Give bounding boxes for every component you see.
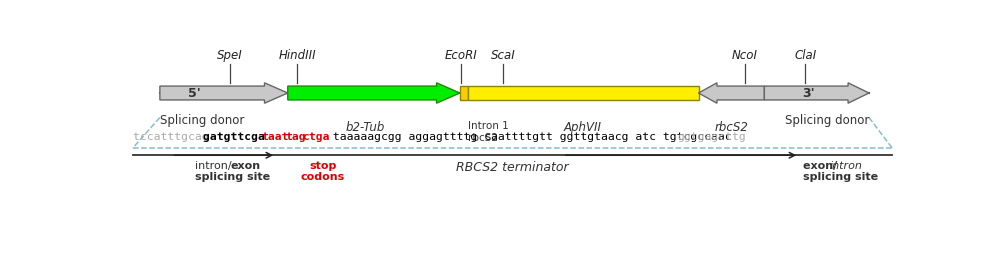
Text: Intron 1
rbcS2: Intron 1 rbcS2 [468, 121, 509, 143]
Text: b2-Tub: b2-Tub [346, 121, 385, 134]
Text: Splicing donor: Splicing donor [785, 114, 869, 127]
Text: ctga: ctga [302, 132, 330, 142]
Polygon shape [698, 83, 764, 103]
Text: NcoI: NcoI [732, 49, 758, 63]
Bar [460, 86, 468, 100]
Text: 3': 3' [802, 86, 815, 100]
Text: SpeI: SpeI [217, 49, 242, 63]
Text: stop: stop [309, 161, 336, 171]
Bar [468, 86, 698, 100]
Text: taat: taat [261, 132, 289, 142]
Text: splicing site: splicing site [195, 171, 270, 182]
Text: ClaI: ClaI [794, 49, 817, 63]
Text: 5': 5' [188, 86, 201, 100]
Text: exon: exon [231, 161, 261, 171]
Text: splicing site: splicing site [803, 171, 878, 182]
Polygon shape [764, 83, 869, 103]
Text: RBCS2 terminator: RBCS2 terminator [456, 161, 569, 174]
Text: intron: intron [830, 161, 863, 171]
Text: Splicing donor: Splicing donor [160, 114, 244, 127]
Text: gatgttcga: gatgttcga [203, 132, 272, 142]
Text: taaaaagcgg aggagttttg caattttgtt ggttgtaacg atc tgtcgccaac: taaaaagcgg aggagttttg caattttgtt ggttgta… [326, 132, 738, 142]
Text: tag: tag [285, 132, 306, 142]
Text: ggtgagcttg: ggtgagcttg [677, 132, 746, 142]
Text: HindIII: HindIII [278, 49, 316, 63]
Text: ScaI: ScaI [491, 49, 516, 63]
Polygon shape [160, 83, 288, 103]
Text: codons: codons [300, 171, 345, 182]
Text: AphVII: AphVII [564, 121, 602, 134]
Text: tccatttgcag: tccatttgcag [133, 132, 215, 142]
Text: intron/: intron/ [195, 161, 235, 171]
Text: EcoRI: EcoRI [444, 49, 477, 63]
Text: rbcS2: rbcS2 [715, 121, 749, 134]
Text: exon/: exon/ [803, 161, 841, 171]
Polygon shape [288, 83, 460, 103]
